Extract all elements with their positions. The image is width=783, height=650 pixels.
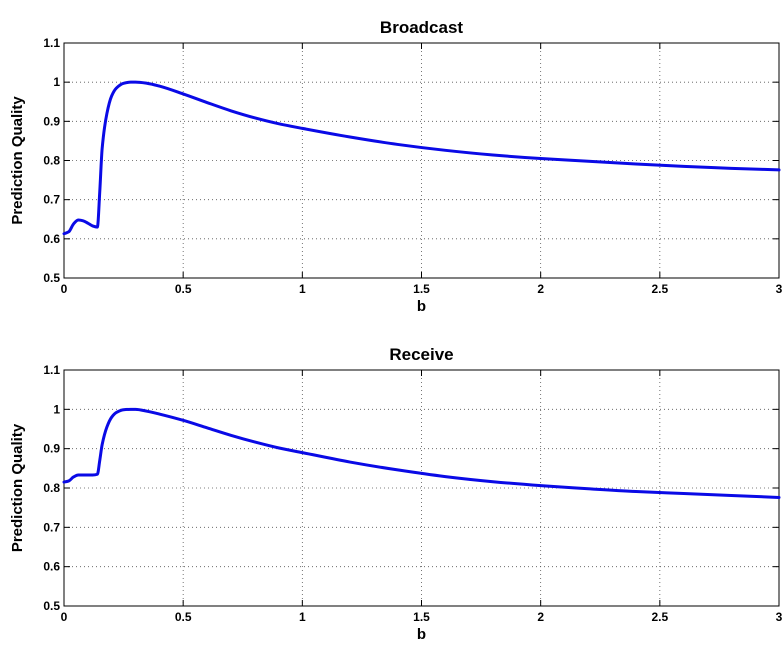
y-tick-label: 0.6 <box>43 560 60 574</box>
y-axis-label: Prediction Quality <box>9 96 26 225</box>
y-tick-label: 0.7 <box>43 520 60 534</box>
y-tick-label: 1.1 <box>43 36 60 50</box>
y-tick-label: 0.9 <box>43 442 60 456</box>
y-tick-label: 1 <box>53 402 60 416</box>
x-tick-label: 3 <box>776 282 783 296</box>
x-tick-label: 0 <box>61 610 68 624</box>
x-axis-label: b <box>417 626 426 643</box>
chart-title: Receive <box>389 345 453 364</box>
x-tick-label: 0 <box>61 282 68 296</box>
x-tick-label: 1 <box>299 610 306 624</box>
y-tick-label: 0.8 <box>43 154 60 168</box>
x-tick-label: 2.5 <box>651 282 668 296</box>
x-tick-label: 1.5 <box>413 610 430 624</box>
x-tick-label: 3 <box>776 610 783 624</box>
chart-panel-1: 0 0.5 1 1.5 2 2.5 30.50.60.70.80.911.1Broadcas… <box>9 18 783 315</box>
y-axis-label: Prediction Quality <box>9 423 26 552</box>
y-tick-label: 0.5 <box>43 271 60 285</box>
chart-panel-2: 0 0.5 1 1.5 2 2.5 30.50.60.70.80.911.1Receiveb… <box>9 345 783 643</box>
x-axis-label: b <box>417 298 426 315</box>
x-tick-label: 1 <box>299 282 306 296</box>
y-tick-label: 1.1 <box>43 363 60 377</box>
x-tick-label: 2.5 <box>651 610 668 624</box>
x-tick-label: 2 <box>537 610 544 624</box>
plot-frame <box>63 42 780 279</box>
series-line-1 <box>62 80 781 236</box>
x-tick-label: 0.5 <box>175 282 192 296</box>
x-tick-label: 0.5 <box>175 610 192 624</box>
y-tick-label: 1 <box>53 75 60 89</box>
series-line-1 <box>62 407 781 499</box>
y-tick-label: 0.8 <box>43 481 60 495</box>
x-tick-label: 1.5 <box>413 282 430 296</box>
x-tick-label: 2 <box>537 282 544 296</box>
y-tick-label: 0.9 <box>43 114 60 128</box>
chart-title: Broadcast <box>380 18 463 37</box>
y-tick-label: 0.6 <box>43 232 60 246</box>
y-tick-label: 0.5 <box>43 599 60 613</box>
y-tick-label: 0.7 <box>43 193 60 207</box>
